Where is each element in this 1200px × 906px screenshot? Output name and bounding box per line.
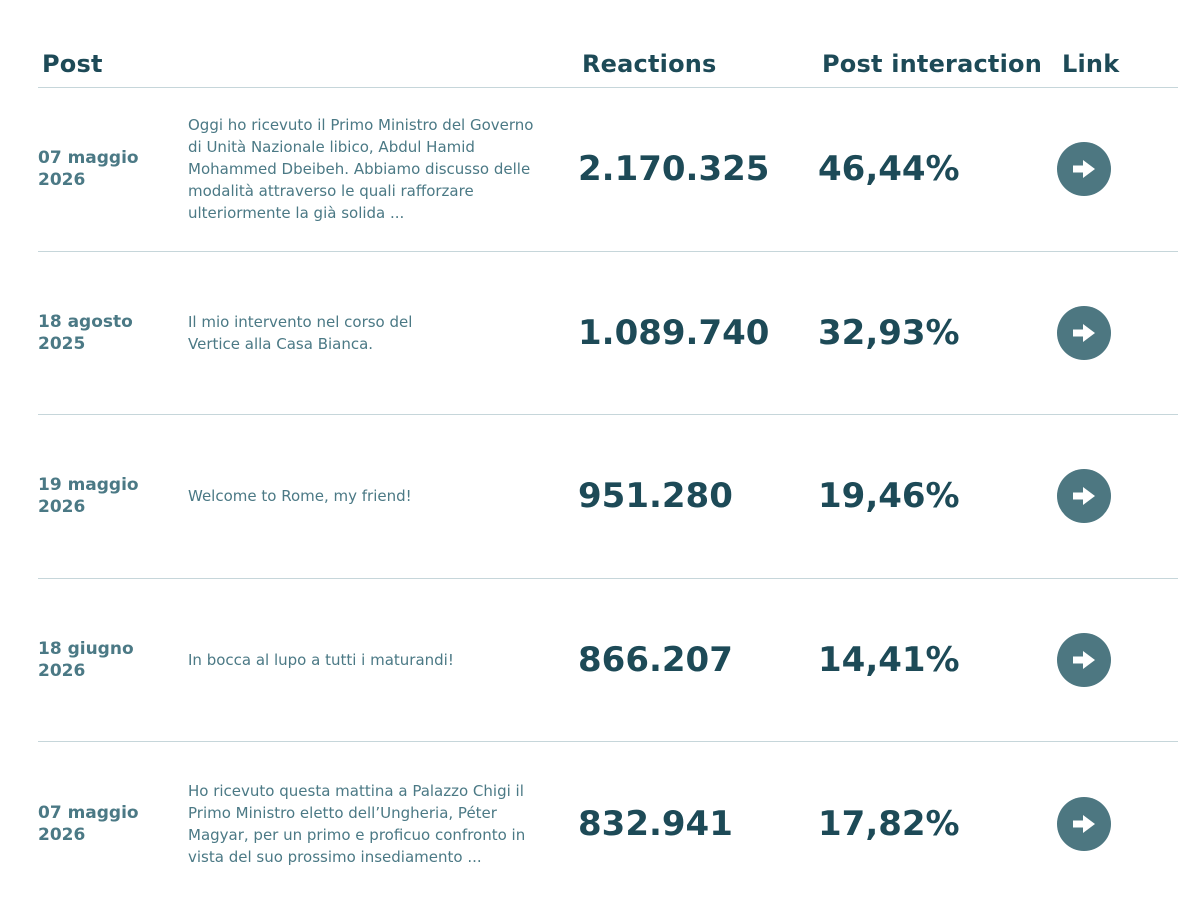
- post-date: 07 maggio 2026: [38, 147, 168, 191]
- post-date-day: 07 maggio: [38, 148, 139, 169]
- post-date: 07 maggio 2026: [38, 802, 168, 846]
- arrow-right-icon: [1073, 323, 1095, 342]
- table-row: 18 agosto 2025 Il mio intervento nel cor…: [38, 252, 1178, 415]
- open-post-link-button[interactable]: [1057, 632, 1111, 687]
- post-date-year: 2026: [38, 824, 86, 845]
- posts-table: Post Reactions Post interaction Link 07 …: [38, 0, 1178, 906]
- post-date-year: 2025: [38, 333, 86, 354]
- reactions-count: 951.280: [578, 476, 733, 517]
- post-text: Oggi ho ricevuto il Primo Ministro del G…: [188, 116, 534, 223]
- post-text: In bocca al lupo a tutti i maturandi!: [188, 650, 454, 669]
- column-header-post: Post: [42, 50, 103, 78]
- post-text: Il mio intervento nel corso del Vertice …: [188, 312, 413, 353]
- post-interaction-rate: 32,93%: [818, 312, 960, 353]
- post-text: Ho ricevuto questa mattina a Palazzo Chi…: [188, 781, 526, 866]
- reactions-count: 832.941: [578, 803, 733, 844]
- column-header-reactions: Reactions: [582, 50, 717, 78]
- post-date-year: 2026: [38, 170, 86, 191]
- post-date-year: 2026: [38, 497, 86, 518]
- reactions-count: 866.207: [578, 639, 733, 680]
- arrow-right-icon: [1073, 814, 1095, 833]
- open-post-link-button[interactable]: [1057, 305, 1111, 360]
- arrow-right-icon: [1073, 650, 1095, 669]
- post-date: 19 maggio 2026: [38, 474, 168, 518]
- post-interaction-rate: 46,44%: [818, 149, 960, 190]
- post-date-day: 18 giugno: [38, 638, 134, 659]
- post-date-year: 2026: [38, 660, 86, 681]
- table-row: 18 giugno 2026 In bocca al lupo a tutti …: [38, 579, 1178, 742]
- post-date-day: 18 agosto: [38, 311, 133, 332]
- table-row: 07 maggio 2026 Ho ricevuto questa mattin…: [38, 742, 1178, 906]
- post-interaction-rate: 14,41%: [818, 639, 960, 680]
- table-header: Post Reactions Post interaction Link: [38, 0, 1178, 88]
- open-post-link-button[interactable]: [1057, 796, 1111, 851]
- open-post-link-button[interactable]: [1057, 469, 1111, 524]
- table-row: 07 maggio 2026 Oggi ho ricevuto il Primo…: [38, 88, 1178, 252]
- post-text: Welcome to Rome, my friend!: [188, 487, 412, 506]
- open-post-link-button[interactable]: [1057, 142, 1111, 197]
- arrow-right-icon: [1073, 487, 1095, 506]
- column-header-post-interaction: Post interaction: [822, 50, 1042, 78]
- arrow-right-icon: [1073, 160, 1095, 179]
- reactions-count: 2.170.325: [578, 149, 770, 190]
- post-date-day: 19 maggio: [38, 475, 139, 496]
- table-row: 19 maggio 2026 Welcome to Rome, my frien…: [38, 415, 1178, 579]
- post-date: 18 agosto 2025: [38, 311, 168, 355]
- post-interaction-rate: 19,46%: [818, 476, 960, 517]
- reactions-count: 1.089.740: [578, 312, 770, 353]
- post-date: 18 giugno 2026: [38, 638, 168, 682]
- post-date-day: 07 maggio: [38, 802, 139, 823]
- column-header-link: Link: [1062, 50, 1120, 78]
- post-interaction-rate: 17,82%: [818, 803, 960, 844]
